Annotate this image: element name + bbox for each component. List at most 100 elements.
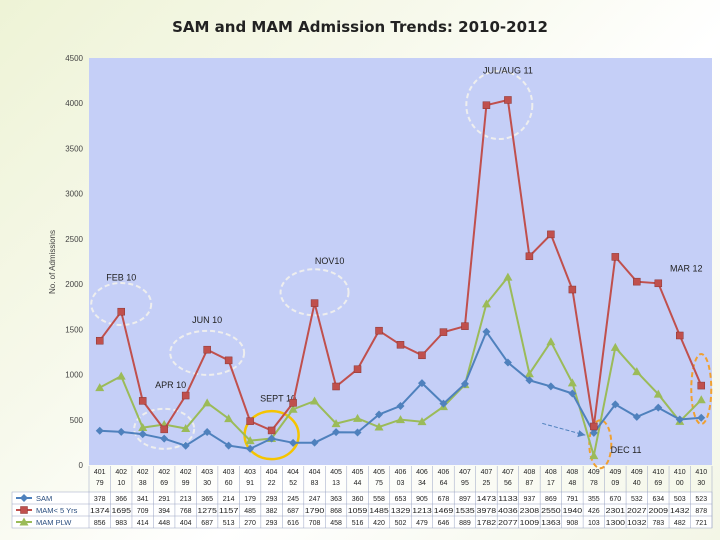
table-cell: 1940: [563, 508, 583, 515]
table-cell: 708: [309, 520, 321, 527]
point-marker: [460, 379, 469, 388]
x-tick-label: 406: [416, 469, 428, 476]
point-marker: [181, 423, 191, 432]
point-marker: [375, 326, 383, 335]
table-cell: 1009: [520, 520, 540, 527]
table-cell: 878: [695, 508, 707, 515]
table-cell: 868: [330, 508, 342, 515]
point-marker: [482, 101, 491, 109]
x-tick-label: 401: [94, 469, 106, 476]
point-marker: [245, 436, 255, 445]
point-marker: [19, 517, 29, 526]
point-marker: [138, 430, 147, 439]
table-cell: 869: [545, 496, 557, 503]
table-cell: 768: [180, 508, 192, 515]
table-cell: 360: [352, 496, 364, 503]
table-cell: 1485: [369, 508, 389, 515]
point-marker: [353, 413, 363, 422]
table-cell: 247: [309, 496, 321, 503]
table-cell: 214: [223, 496, 235, 503]
table-cell: 558: [373, 496, 385, 503]
table-cell: 856: [94, 520, 106, 527]
x-tick-label: 407: [481, 469, 493, 476]
x-axis: 401 79 402 10 402 38 402 69 402 99 403 30 403 60 403 91…: [94, 469, 707, 487]
table-cell: 2009: [649, 508, 669, 515]
x-tick-label: 44: [354, 480, 362, 487]
table-cell: 426: [588, 508, 600, 515]
x-tick-label: 404: [266, 469, 278, 476]
x-tick-label: 408: [567, 469, 579, 476]
point-marker: [675, 415, 684, 424]
point-marker: [654, 403, 663, 412]
x-tick-label: 402: [115, 469, 127, 476]
table-cell: 687: [201, 520, 213, 527]
x-tick-label: 52: [289, 480, 297, 487]
point-marker: [310, 299, 319, 307]
x-tick-label: 405: [330, 469, 342, 476]
x-tick-label: 30: [697, 480, 705, 487]
x-tick-label: 409: [631, 469, 643, 476]
table-cell: 983: [115, 520, 127, 527]
table-cell: 293: [266, 520, 278, 527]
y-tick-label: 3000: [65, 190, 83, 199]
table-cell: 1782: [477, 520, 497, 527]
table-cell: 213: [180, 496, 192, 503]
point-marker: [332, 428, 341, 437]
point-marker: [568, 389, 577, 398]
table-cell: 889: [459, 520, 471, 527]
x-tick-label: 402: [180, 469, 192, 476]
point-marker: [181, 441, 190, 450]
table-cell: 1329: [391, 508, 411, 515]
x-tick-label: 405: [373, 469, 385, 476]
y-tick-label: 1000: [65, 371, 83, 380]
table-cell: 394: [158, 508, 170, 515]
table-cell: 2550: [541, 508, 561, 515]
table-cell: 1374: [90, 508, 110, 515]
x-tick-label: 402: [158, 469, 170, 476]
x-tick-label: 03: [397, 480, 405, 487]
x-tick-label: 403: [244, 469, 256, 476]
x-tick-label: 402: [137, 469, 149, 476]
point-marker: [482, 327, 491, 336]
annotation-label: DEC 11: [611, 445, 642, 455]
point-marker: [567, 378, 577, 387]
point-marker: [267, 426, 276, 435]
point-marker: [611, 253, 620, 261]
table-cell: 908: [567, 520, 579, 527]
x-tick-label: 83: [311, 480, 319, 487]
point-marker: [396, 341, 405, 349]
point-marker: [95, 426, 104, 435]
point-marker: [611, 400, 620, 409]
x-tick-label: 25: [483, 480, 491, 487]
point-marker: [20, 494, 28, 502]
point-marker: [439, 328, 448, 336]
point-marker: [481, 299, 491, 308]
table-cell: 1535: [455, 508, 475, 515]
table-cell: 1300: [606, 520, 626, 527]
x-tick-label: 95: [461, 480, 469, 487]
table-cell: 2077: [498, 520, 518, 527]
legend-label: MAM PLW: [36, 518, 72, 527]
y-axis-title: No. of Admissions: [48, 230, 57, 294]
y-tick-label: 4500: [65, 54, 83, 63]
point-marker: [633, 277, 641, 286]
point-marker: [697, 381, 706, 390]
point-marker: [676, 331, 684, 340]
y-axis: 0 500 1000 1500 2000 2500 3000 3500 4000 4500 No. …: [48, 54, 84, 470]
point-marker: [224, 414, 234, 423]
point-marker: [353, 428, 362, 437]
table-cell: 897: [459, 496, 471, 503]
point-marker: [461, 322, 469, 330]
point-marker: [547, 230, 555, 239]
table-cell: 382: [266, 508, 278, 515]
x-tick-label: 91: [246, 480, 254, 487]
annotation-ellipse: [279, 268, 350, 317]
table-cell: 2027: [627, 508, 647, 515]
point-marker: [697, 413, 706, 422]
table-cell: 634: [652, 496, 664, 503]
table-cell: 1275: [197, 508, 217, 515]
point-marker: [546, 382, 555, 391]
point-marker: [654, 279, 663, 288]
point-marker: [116, 371, 126, 380]
